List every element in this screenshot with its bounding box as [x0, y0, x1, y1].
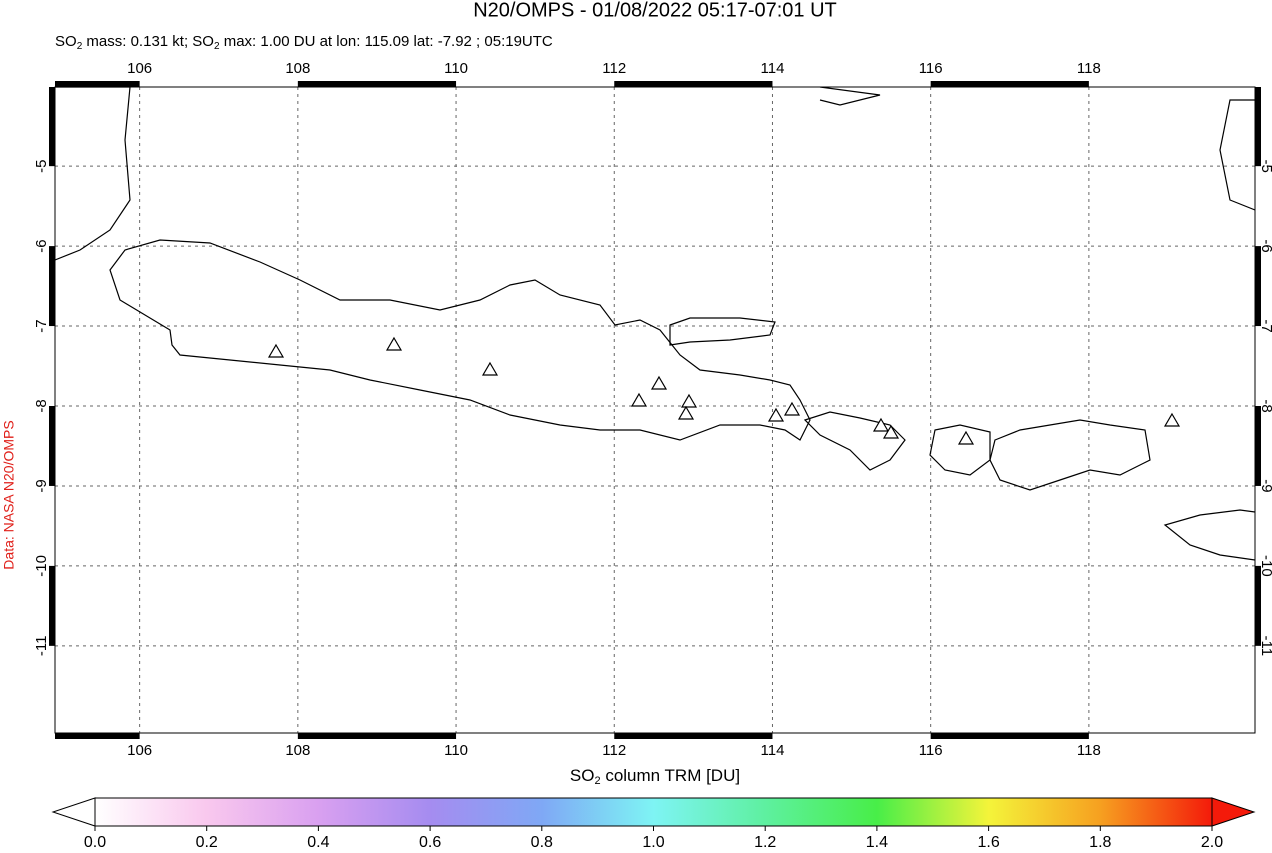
colorbar-arrow-high [1211, 797, 1256, 827]
frame-bar [55, 733, 140, 739]
frame-bar [930, 733, 1089, 739]
map-frame [54, 86, 1256, 734]
frame-bar [1255, 565, 1261, 646]
coastline [989, 419, 1151, 491]
coastline [819, 87, 881, 106]
x-tick-label: 114 [761, 742, 785, 759]
frame-bar [930, 81, 1089, 87]
y-tick-label: -11 [33, 636, 50, 657]
colorbar-tick-label: 2.0 [1201, 834, 1223, 851]
volcano [680, 393, 698, 408]
frame-bar [49, 246, 55, 327]
y-tick-label: -10 [33, 555, 50, 577]
x-tick-label: 110 [444, 742, 468, 759]
frame-bar [55, 81, 140, 87]
x-tick-label: 112 [602, 742, 626, 759]
y-tick-label: -8 [1258, 399, 1272, 412]
xlabel-part: column TRM [DU] [601, 766, 741, 785]
frame-bar [49, 565, 55, 646]
coastline [1219, 99, 1255, 211]
subtitle-sub: 2 [77, 41, 83, 52]
y-tick-label: -6 [33, 239, 50, 252]
y-tick-label: -5 [33, 159, 50, 172]
volcano [385, 336, 403, 351]
x-tick-label: 118 [1077, 60, 1101, 77]
map-subtitle: SO2 mass: 0.131 kt; SO2 max: 1.00 DU at … [55, 33, 553, 52]
y-tick-label: -8 [33, 399, 50, 412]
coastline [109, 239, 811, 441]
coastlines [55, 87, 1255, 561]
axes: 106 106 108 108 110 110 112 112 114 114 116 116 118 1… [33, 60, 1272, 759]
colorbar-tick-label: 0.2 [196, 834, 218, 851]
volcano [1163, 412, 1181, 427]
colorbar-tick-label: 1.8 [1089, 834, 1111, 851]
coastline [803, 411, 906, 471]
volcano [267, 343, 285, 358]
subtitle-sub: 2 [214, 41, 220, 52]
x-tick-label: 116 [919, 60, 943, 77]
y-tick-label: -7 [1258, 319, 1272, 332]
colorbar-tick-label: 0.0 [84, 834, 106, 851]
coastline [669, 317, 776, 346]
x-tick-label: 110 [444, 60, 468, 77]
coastline [1163, 509, 1255, 561]
colorbar-arrow-low [51, 797, 96, 827]
colorbar: 0.0 0.2 0.4 0.6 0.8 1.0 1.2 1.4 1.6 1.8 2.0 [51, 797, 1256, 851]
coastline [929, 424, 991, 476]
x-tick-label: 114 [761, 60, 785, 77]
volcano [882, 424, 900, 439]
frame-bar [49, 406, 55, 486]
colorbar-ramp [94, 797, 1213, 827]
grid [55, 87, 1255, 733]
colorbar-tick-label: 1.0 [642, 834, 664, 851]
y-tick-label: -5 [1258, 159, 1272, 172]
y-tick-label: -9 [33, 479, 50, 492]
x-tick-label: 106 [127, 742, 152, 759]
frame-bar [1255, 406, 1261, 486]
colorbar-tick-label: 1.2 [754, 834, 776, 851]
xlabel-sub: 2 [594, 775, 600, 787]
subtitle-part: mass: 0.131 kt; SO [82, 33, 214, 50]
coastline [55, 87, 131, 261]
colorbar-label: SO2 column TRM [DU] [570, 766, 740, 786]
frame-bar [1255, 87, 1261, 167]
volcano [630, 392, 648, 407]
xlabel-part: SO [570, 766, 595, 785]
subtitle-part: SO [55, 33, 77, 50]
volcano [481, 361, 499, 376]
volcano [767, 407, 785, 422]
volcano [783, 401, 801, 416]
colorbar-tick-label: 1.6 [977, 834, 999, 851]
x-tick-label: 108 [285, 742, 310, 759]
volcano [677, 405, 695, 420]
colorbar-tick-label: 0.6 [419, 834, 441, 851]
colorbar-tick-label: 0.8 [531, 834, 553, 851]
volcano [872, 417, 890, 432]
x-tick-label: 108 [285, 60, 310, 77]
y-tick-label: -9 [1258, 479, 1272, 492]
x-tick-label: 112 [602, 60, 626, 77]
subtitle-part: max: 1.00 DU at lon: 115.09 lat: -7.92 ;… [220, 33, 553, 50]
x-tick-label: 116 [919, 742, 943, 759]
frame-bar [49, 87, 55, 167]
y-tick-label: -6 [1258, 239, 1272, 252]
volcanoes [267, 336, 1181, 445]
frame-bar [614, 81, 773, 87]
y-tick-label: -7 [33, 319, 50, 332]
map-title: N20/OMPS - 01/08/2022 05:17-07:01 UT [473, 0, 837, 21]
frame-bar [297, 733, 457, 739]
frame-bar [297, 81, 457, 87]
colorbar-tick-label: 1.4 [866, 834, 888, 851]
volcano [957, 430, 975, 445]
frame-bar [614, 733, 773, 739]
frame-bar [1255, 246, 1261, 327]
y-tick-label: -10 [1258, 555, 1272, 577]
x-tick-label: 106 [127, 60, 152, 77]
y-tick-label: -11 [1258, 636, 1272, 657]
volcano [650, 375, 668, 390]
x-tick-label: 118 [1077, 742, 1101, 759]
data-source: Data: NASA N20/OMPS [1, 420, 17, 569]
colorbar-tick-label: 0.4 [307, 834, 329, 851]
